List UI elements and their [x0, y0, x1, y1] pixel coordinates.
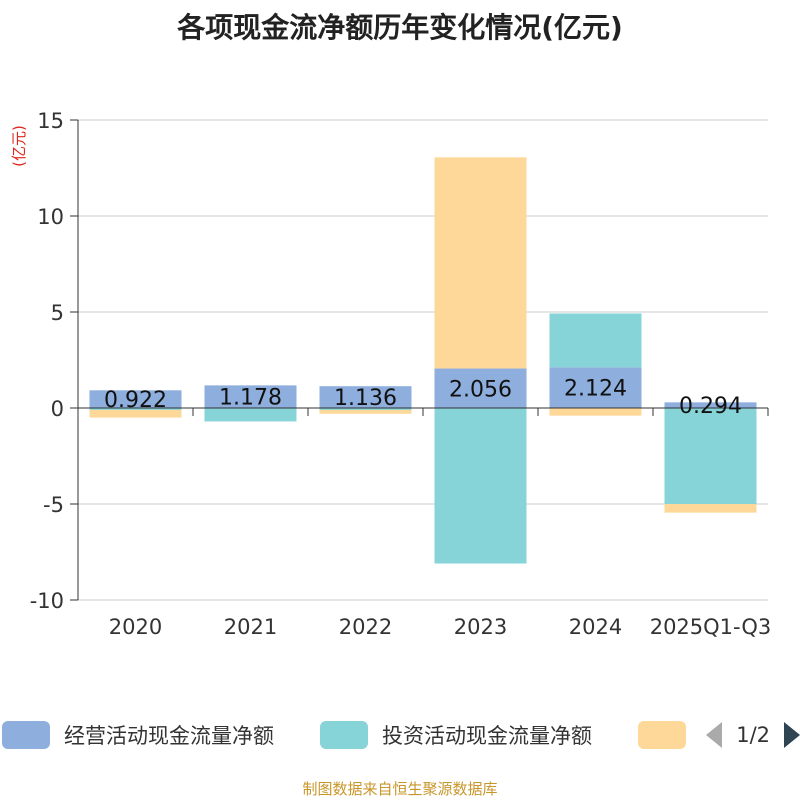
legend-swatch-third	[638, 721, 686, 749]
y-tick-label: 0	[51, 397, 64, 421]
legend-item-operating[interactable]: 经营活动现金流量净额	[2, 720, 274, 750]
y-tick-label: 5	[51, 301, 64, 325]
data-label: 1.136	[334, 386, 397, 411]
bar-third	[664, 504, 757, 513]
data-label: 1.178	[219, 386, 282, 411]
bar-operating	[204, 385, 297, 408]
bar-third	[549, 408, 642, 416]
data-label: 2.124	[564, 377, 627, 402]
x-tick-label: 2025Q1-Q3	[650, 615, 772, 639]
x-tick-label: 2024	[569, 615, 622, 639]
legend: 经营活动现金流量净额 投资活动现金流量净额 1/2	[0, 716, 800, 756]
y-tick-label: 15	[37, 109, 64, 133]
data-source: 制图数据来自恒生聚源数据库	[302, 780, 498, 798]
bar-operating	[319, 386, 412, 408]
bar-operating	[664, 402, 757, 408]
y-tick-label: -10	[30, 589, 64, 613]
bar-third	[89, 409, 182, 418]
bar-investing	[664, 408, 757, 504]
bar-investing	[89, 408, 182, 410]
chevron-right-icon[interactable]	[784, 722, 800, 748]
y-tick-label: -5	[43, 493, 64, 517]
bar-investing	[549, 313, 642, 368]
legend-item-investing[interactable]: 投资活动现金流量净额	[320, 720, 592, 750]
cash-flow-chart: 15 10 5 0 -5 -10 (亿元) 2020 2021 2022 2023 2024 2025Q…	[10, 109, 772, 639]
legend-pager: 1/2	[706, 720, 800, 750]
chart-title: 各项现金流净额历年变化情况(亿元)	[177, 11, 623, 44]
bar-investing	[204, 408, 297, 422]
chevron-left-icon[interactable]	[706, 722, 723, 748]
bar-third	[434, 157, 527, 369]
legend-label-investing: 投资活动现金流量净额	[382, 724, 592, 748]
legend-label-operating: 经营活动现金流量净额	[64, 724, 274, 748]
x-tick-label: 2020	[109, 615, 162, 639]
data-label: 0.294	[679, 394, 742, 419]
data-label: 2.056	[449, 377, 512, 402]
legend-page-indicator: 1/2	[736, 723, 770, 747]
bar-operating	[89, 390, 182, 408]
x-tick-label: 2021	[224, 615, 277, 639]
bar-operating	[434, 368, 527, 408]
bar-operating	[549, 367, 642, 408]
legend-swatch-operating	[2, 721, 50, 749]
legend-item-third[interactable]	[638, 720, 686, 750]
bar-third	[319, 409, 412, 414]
x-tick-label: 2022	[339, 615, 392, 639]
y-axis-label: (亿元)	[10, 125, 28, 167]
legend-swatch-investing	[320, 721, 368, 749]
bar-investing	[434, 408, 527, 564]
x-tick-label: 2023	[454, 615, 507, 639]
bar-investing	[319, 408, 412, 410]
data-label: 0.922	[104, 388, 167, 413]
y-tick-label: 10	[37, 205, 64, 229]
